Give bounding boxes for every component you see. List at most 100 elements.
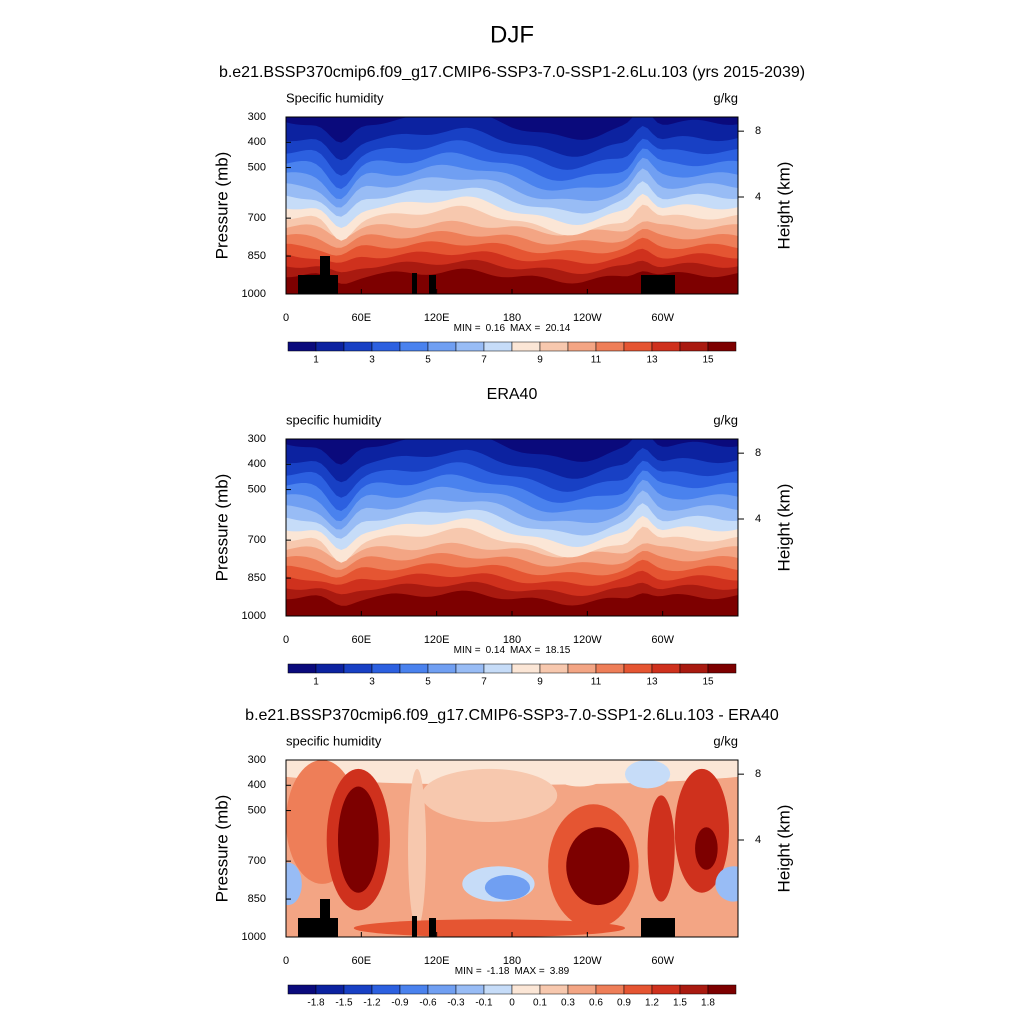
colorbar-label: -1.5 bbox=[335, 998, 353, 1009]
y-tick-label: 850 bbox=[248, 250, 266, 262]
field bbox=[286, 439, 738, 616]
colorbar-box bbox=[315, 984, 345, 995]
colorbar-label: 1 bbox=[313, 677, 319, 688]
y2-tick-label: 4 bbox=[755, 513, 761, 525]
stats-max: 18.15 bbox=[545, 645, 570, 656]
y-tick-label: 500 bbox=[248, 161, 266, 173]
field-band bbox=[286, 439, 738, 465]
colorbar-label: 7 bbox=[481, 677, 487, 688]
colorbar-box bbox=[651, 984, 681, 995]
panel-title: b.e21.BSSP370cmip6.f09_g17.CMIP6-SSP3-7.… bbox=[245, 707, 779, 724]
field-blob bbox=[557, 768, 603, 787]
colorbar-label: 0.3 bbox=[561, 998, 575, 1009]
topography bbox=[412, 273, 417, 294]
y-tick-label: 300 bbox=[248, 111, 266, 123]
y2-tick-label: 8 bbox=[755, 768, 761, 780]
colorbar-label: -1.8 bbox=[307, 998, 325, 1009]
field bbox=[286, 760, 738, 937]
x-tick-label: 180 bbox=[503, 312, 521, 324]
y2-tick-label: 8 bbox=[755, 125, 761, 137]
x-tick-label: 0 bbox=[283, 634, 289, 646]
colorbar-label: 0.6 bbox=[589, 998, 603, 1009]
colorbar-box bbox=[623, 984, 653, 995]
colorbar-label: 3 bbox=[369, 677, 375, 688]
x-tick-label: 120E bbox=[424, 312, 450, 324]
x-tick-label: 60E bbox=[352, 312, 372, 324]
field-blob bbox=[647, 795, 675, 902]
x-tick-label: 60E bbox=[352, 955, 372, 967]
stats-min-label: MIN = bbox=[455, 966, 482, 977]
colorbar-label: 0.9 bbox=[617, 998, 631, 1009]
topography bbox=[641, 918, 675, 937]
field-blob bbox=[421, 768, 558, 822]
colorbar-label: 11 bbox=[591, 355, 602, 366]
colorbar-box bbox=[315, 341, 345, 352]
y2-axis-label: Height (km) bbox=[774, 484, 793, 572]
colorbar-box bbox=[539, 984, 569, 995]
colorbar-box bbox=[595, 663, 625, 674]
colorbar-box bbox=[595, 341, 625, 352]
colorbar-box bbox=[399, 984, 429, 995]
field-band bbox=[286, 117, 738, 143]
colorbar-label: -0.3 bbox=[447, 998, 465, 1009]
colorbar-label: 11 bbox=[591, 677, 602, 688]
colorbar-label: 15 bbox=[702, 355, 714, 366]
colorbar-box bbox=[287, 984, 317, 995]
colorbar-label: 13 bbox=[646, 677, 658, 688]
panel-title: ERA40 bbox=[487, 386, 538, 403]
x-tick-label: 180 bbox=[503, 955, 521, 967]
x-tick-label: 120W bbox=[573, 955, 602, 967]
topography bbox=[298, 275, 338, 294]
y2-tick-label: 4 bbox=[755, 834, 761, 846]
topography bbox=[320, 256, 330, 275]
y-axis-label: Pressure (mb) bbox=[212, 795, 231, 903]
colorbar-box bbox=[315, 663, 345, 674]
stats-min: 0.16 bbox=[486, 323, 506, 334]
stats-max: 20.14 bbox=[545, 323, 570, 334]
colorbar-box bbox=[651, 663, 681, 674]
x-tick-label: 60W bbox=[651, 955, 674, 967]
field-band bbox=[286, 439, 738, 483]
y-tick-label: 300 bbox=[248, 754, 266, 766]
colorbar-box bbox=[679, 341, 709, 352]
colorbar-box bbox=[371, 663, 401, 674]
left-label: specific humidity bbox=[286, 412, 382, 427]
colorbar-box bbox=[483, 341, 513, 352]
colorbar-label: 7 bbox=[481, 355, 487, 366]
y-tick-label: 700 bbox=[248, 212, 266, 224]
y-tick-label: 400 bbox=[248, 779, 266, 791]
topography bbox=[429, 275, 436, 294]
colorbar-box bbox=[707, 984, 737, 995]
field-band bbox=[286, 117, 738, 161]
y2-axis-label: Height (km) bbox=[774, 805, 793, 893]
colorbar-label: 1.2 bbox=[645, 998, 659, 1009]
topography bbox=[298, 918, 338, 937]
colorbar-label: 13 bbox=[646, 355, 658, 366]
colorbar-box bbox=[539, 341, 569, 352]
topography bbox=[412, 916, 417, 937]
field bbox=[286, 117, 738, 294]
left-label: specific humidity bbox=[286, 733, 382, 748]
colorbar-box bbox=[343, 984, 373, 995]
colorbar-label: 9 bbox=[537, 355, 543, 366]
field-blob bbox=[286, 862, 302, 906]
y2-tick-label: 4 bbox=[755, 191, 761, 203]
y2-tick-label: 8 bbox=[755, 447, 761, 459]
x-tick-label: 120W bbox=[573, 634, 602, 646]
field-blob bbox=[353, 919, 625, 937]
y-tick-label: 700 bbox=[248, 855, 266, 867]
field-blob bbox=[408, 768, 427, 929]
colorbar-box bbox=[651, 341, 681, 352]
panel-title: b.e21.BSSP370cmip6.f09_g17.CMIP6-SSP3-7.… bbox=[219, 64, 805, 81]
colorbar-box bbox=[427, 341, 457, 352]
stats: MIN = 0.14 MAX = 18.15 bbox=[454, 645, 571, 656]
colorbar-box bbox=[511, 663, 541, 674]
colorbar-box bbox=[679, 984, 709, 995]
colorbar-box bbox=[707, 341, 737, 352]
stats: MIN = -1.18 MAX = 3.89 bbox=[455, 966, 570, 977]
stats-min-label: MIN = bbox=[454, 323, 481, 334]
field-blob bbox=[337, 786, 379, 893]
colorbar-box bbox=[399, 663, 429, 674]
